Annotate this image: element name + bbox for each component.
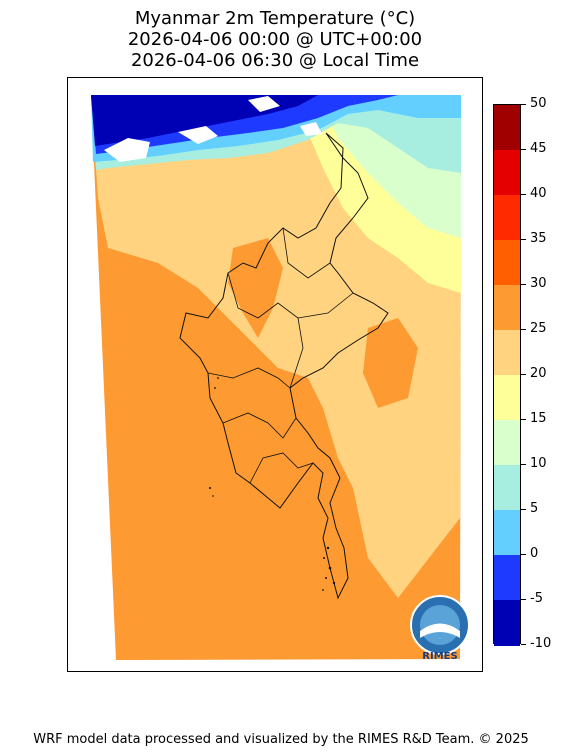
colorbar-tick-label: 35 <box>530 231 547 246</box>
colorbar-tick <box>521 554 526 555</box>
colorbar-bin <box>494 330 520 376</box>
warm-pocket-central <box>228 238 283 338</box>
colorbar-tick-label: 40 <box>530 186 547 201</box>
colorbar-tick <box>521 509 526 510</box>
missing-data-patches <box>104 96 322 162</box>
colorbar-tick-label: 25 <box>530 321 547 336</box>
colorbar-bin <box>494 555 520 601</box>
colorbar-bin <box>494 510 520 556</box>
title-line-local-time: 2026-04-06 06:30 @ Local Time <box>130 50 420 71</box>
myanmar-border <box>179 132 389 600</box>
rimes-logo: RIMES <box>410 595 470 662</box>
colorbar-tick-label: 30 <box>530 276 547 291</box>
colorbar-tick-label: 0 <box>530 546 539 561</box>
colorbar-tick <box>521 644 526 645</box>
colorbar-tick <box>521 464 526 465</box>
colorbar-bin <box>494 240 520 286</box>
colorbar-bin <box>494 465 520 511</box>
title-line-variable: Myanmar 2m Temperature (°C) <box>134 8 416 29</box>
colorbar-tick-label: 10 <box>530 456 547 471</box>
colorbar-bin <box>494 285 520 331</box>
colorbar-bin <box>494 195 520 241</box>
map-panel: RIMES <box>67 77 483 672</box>
footer-credit: WRF model data processed and visualized … <box>33 732 529 747</box>
colorbar-tick <box>521 374 526 375</box>
colorbar-tick-label: 15 <box>530 411 547 426</box>
colorbar-bin <box>494 375 520 421</box>
colorbar-tick-label: 50 <box>530 96 547 111</box>
colorbar-bin <box>494 420 520 466</box>
map-title: Myanmar 2m Temperature (°C) 2026-04-06 0… <box>0 8 550 71</box>
colorbar-tick <box>521 419 526 420</box>
colorbar-bin <box>494 150 520 196</box>
colorbar-tick-label: -5 <box>530 591 543 606</box>
coastal-islands <box>209 377 336 591</box>
colorbar-tick <box>521 149 526 150</box>
title-line-utc-time: 2026-04-06 00:00 @ UTC+00:00 <box>127 29 423 50</box>
colorbar-tick <box>521 599 526 600</box>
colorbar-tick-label: -10 <box>530 636 552 651</box>
colorbar-tick-label: 5 <box>530 501 539 516</box>
colorbar-tick <box>521 104 526 105</box>
state-boundaries <box>207 227 354 484</box>
colorbar-tick <box>521 194 526 195</box>
colorbar <box>493 104 521 646</box>
colorbar-bin <box>494 105 520 151</box>
colorbar-tick-label: 20 <box>530 366 547 381</box>
colorbar-tick <box>521 239 526 240</box>
colorbar-bin <box>494 600 520 646</box>
colorbar-tick <box>521 329 526 330</box>
rimes-logo-text: RIMES <box>422 651 457 662</box>
temperature-map: RIMES <box>91 95 470 662</box>
warm-pocket-east <box>363 318 418 408</box>
colorbar-tick-label: 45 <box>530 141 547 156</box>
colorbar-tick <box>521 284 526 285</box>
